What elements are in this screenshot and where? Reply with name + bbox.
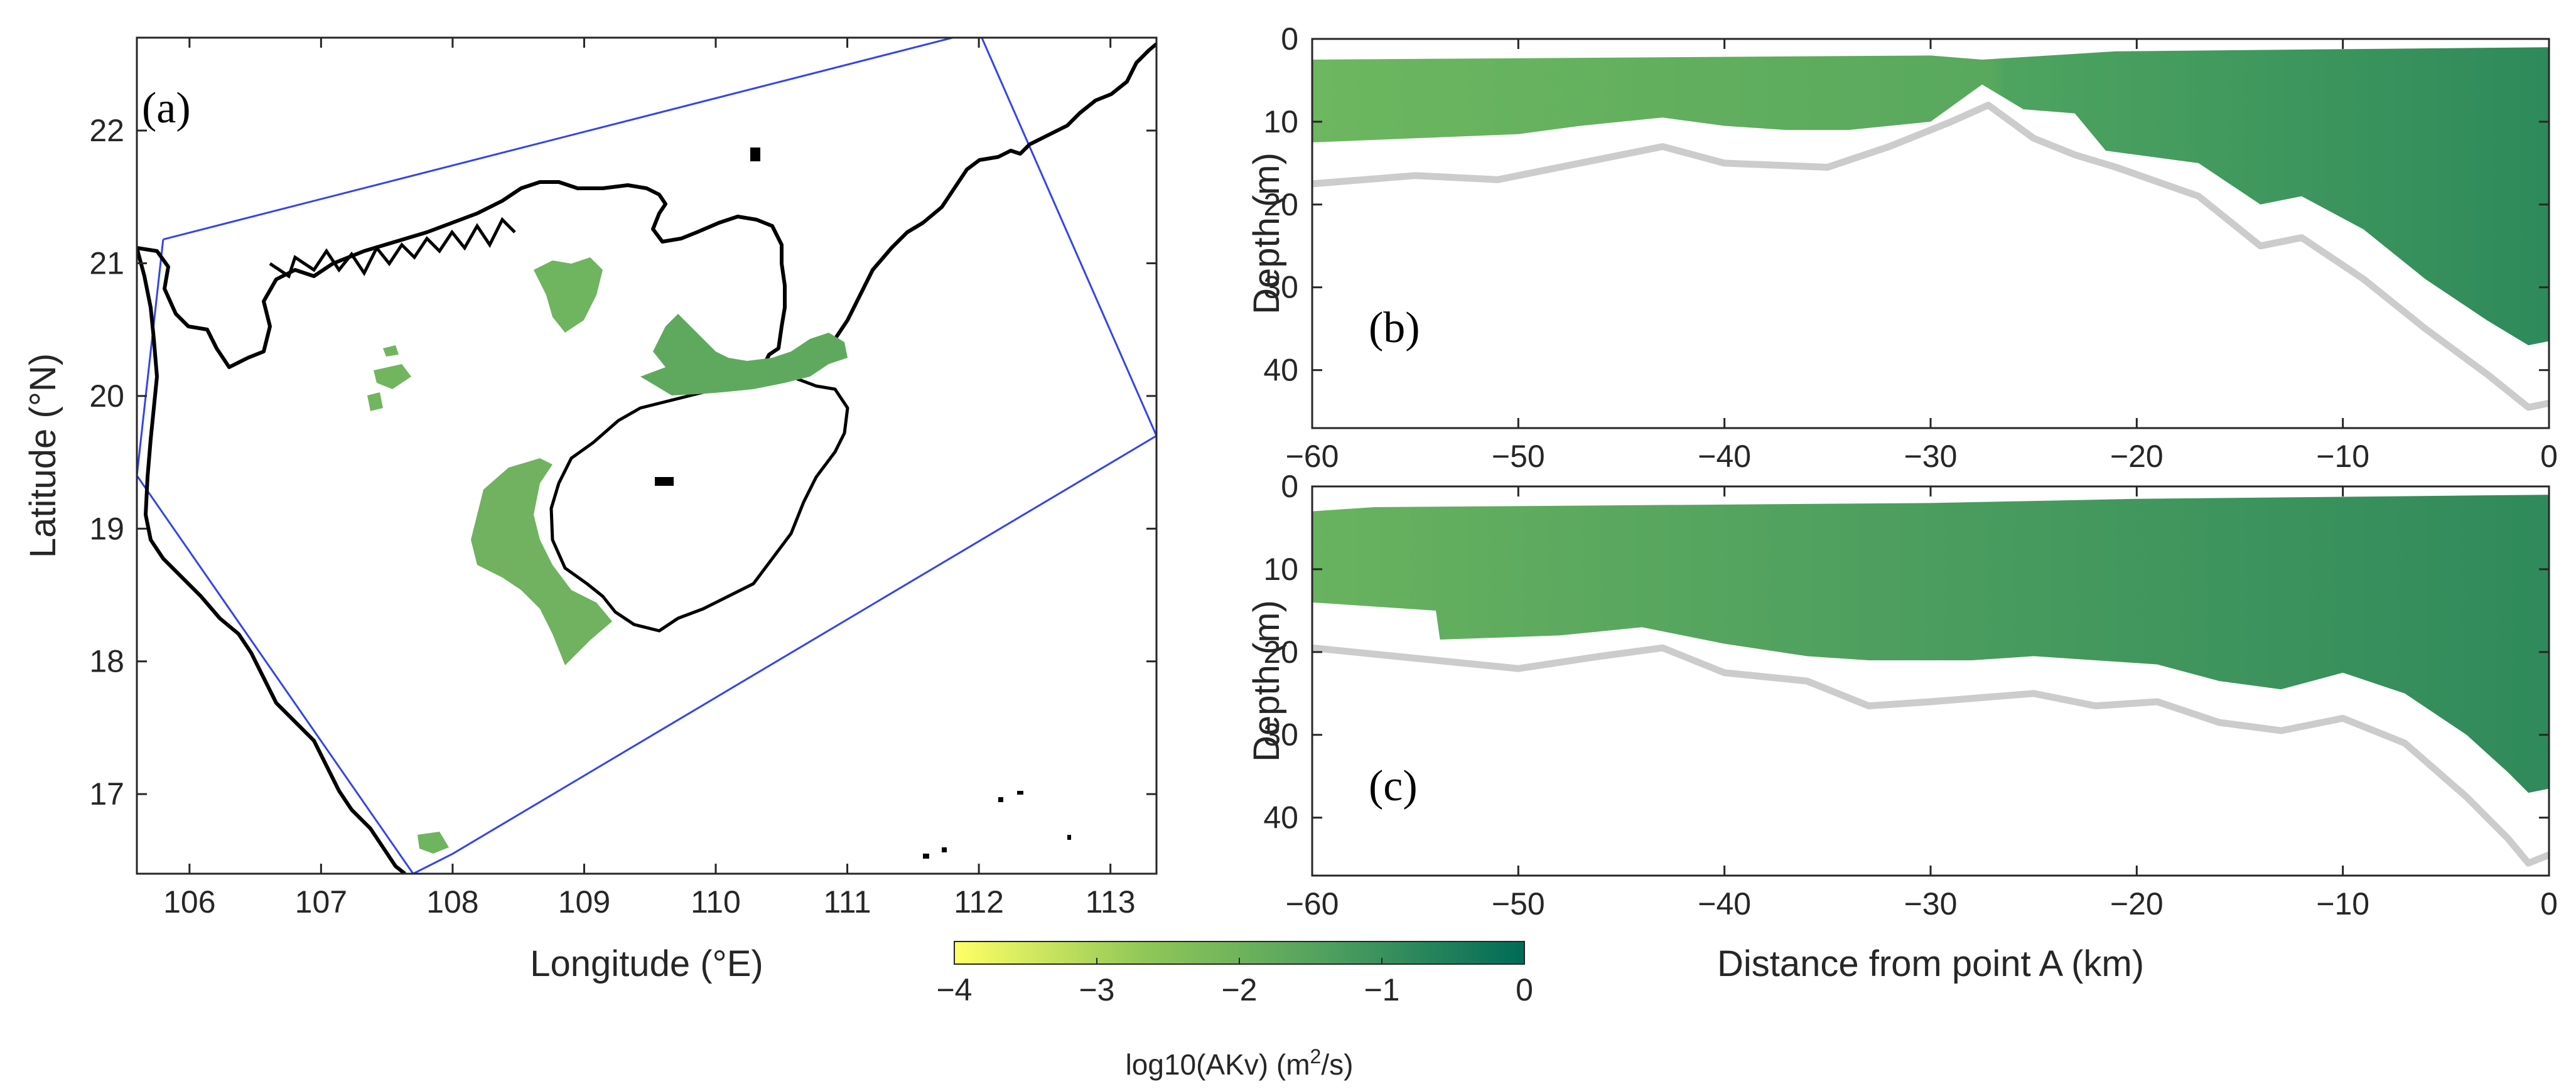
model-domain-outline	[137, 38, 1156, 874]
section-y-tick-label: 40	[1263, 353, 1298, 388]
map-x-axis-label: Longitude (°E)	[530, 943, 763, 984]
section-x-tick-label: −10	[2316, 439, 2369, 474]
akv-region-south	[418, 832, 449, 854]
section-x-tick-label: −60	[1286, 439, 1339, 474]
map-x-tick-label: 111	[824, 884, 871, 920]
map-x-tick-label: 109	[558, 884, 610, 920]
panel-label-b: (b)	[1369, 304, 1420, 352]
map-axes-box	[136, 36, 1158, 875]
section-y-tick-label: 0	[1281, 469, 1298, 504]
islands	[655, 148, 1071, 859]
map-x-tick-label: 113	[1086, 884, 1136, 920]
map-x-tick-label: 107	[295, 884, 347, 920]
colorbar-tick-label: −1	[1364, 972, 1399, 1007]
vietnam-coastline	[137, 247, 406, 874]
colorbar-tick-label: −2	[1221, 972, 1257, 1007]
akv-region-small-1	[374, 364, 411, 389]
map-y-tick-label: 19	[89, 511, 124, 546]
section-y-tick-label: 10	[1263, 552, 1298, 587]
section-x-tick-label: 0	[2540, 439, 2558, 474]
panel-label-c: (c)	[1369, 762, 1418, 810]
akv-region-small-3	[383, 345, 399, 357]
akv-region-small-2	[367, 392, 383, 411]
map-y-tick-label: 17	[89, 776, 124, 812]
colorbar-tick-label: −4	[936, 972, 972, 1007]
section-x-tick-label: −10	[2316, 886, 2369, 921]
section-c-y-axis-label: Depth (m)	[1246, 600, 1287, 762]
section-x-tick-label: −50	[1492, 439, 1545, 474]
section-x-tick-label: −20	[2110, 886, 2164, 921]
colorbar-gradient	[954, 941, 1525, 965]
map-y-tick-label: 22	[89, 113, 124, 148]
colorbar-tick-label: 0	[1516, 972, 1533, 1007]
map-panel: 106 107 108 109 110 111 112 113 17 18 19 20 21 22 (a)…	[23, 36, 1158, 984]
section-c-x-axis-label: Distance from point A (km)	[1717, 943, 2144, 984]
colorbar-tick-label: −3	[1079, 972, 1114, 1007]
section-panel-c: −60 −50 −40 −30 −20 −10 0 0 10 20 30 40 (c) Depth (…	[1246, 469, 2558, 984]
akv-region-north	[534, 257, 603, 333]
section-y-tick-label: 30	[1263, 717, 1298, 753]
section-c-ticks: −60 −50 −40 −30 −20 −10 0 0 10 20 30 40	[1263, 469, 2558, 921]
map-y-tick-label: 18	[89, 644, 124, 679]
seabed-line-b	[1312, 102, 2550, 411]
mainland-coastline	[137, 42, 1156, 382]
seabed-line-c	[1312, 644, 2551, 867]
map-ticks: 106 107 108 109 110 111 112 113 17 18 19 20 21 22	[89, 38, 1156, 920]
akv-region-west-hainan	[471, 458, 612, 665]
section-x-tick-label: −60	[1286, 886, 1339, 921]
hainan-coastline	[549, 375, 849, 633]
section-b-y-axis-label: Depth (m)	[1246, 153, 1287, 314]
colorbar-label: log10(AKv) (m2/s)	[1126, 1045, 1354, 1081]
map-x-tick-label: 106	[163, 884, 215, 920]
section-y-tick-label: 0	[1281, 21, 1298, 56]
section-y-tick-label: 20	[1263, 635, 1298, 670]
colorbar: −4 −3 −2 −1 0 log10(AKv) (m2/s)	[936, 941, 1533, 1081]
section-x-tick-label: 0	[2540, 886, 2558, 921]
section-y-tick-label: 10	[1263, 104, 1298, 139]
panel-label-a: (a)	[142, 84, 191, 132]
section-y-tick-label: 40	[1263, 800, 1298, 835]
akv-section-fill-c	[1312, 495, 2549, 793]
section-y-tick-label: 20	[1263, 187, 1298, 222]
section-x-tick-label: −50	[1492, 886, 1545, 921]
map-y-tick-label: 20	[89, 378, 124, 414]
section-b-ticks: −60 −50 −40 −30 −20 −10 0 0 10 20 30 40	[1263, 21, 2558, 474]
section-x-tick-label: −40	[1698, 439, 1751, 474]
map-y-tick-label: 21	[89, 245, 124, 281]
akv-region-qiongzhou-strait	[640, 314, 848, 395]
section-panel-b: −60 −50 −40 −30 −20 −10 0 0 10 20 30 40 (b) Depth (…	[1246, 21, 2558, 474]
map-x-tick-label: 108	[426, 884, 478, 920]
section-x-tick-label: −30	[1904, 886, 1958, 921]
guangxi-coastline	[269, 217, 516, 279]
akv-section-fill-b	[1312, 47, 2549, 346]
section-x-tick-label: −40	[1698, 886, 1751, 921]
map-x-tick-label: 110	[691, 884, 741, 920]
section-x-tick-label: −30	[1904, 439, 1958, 474]
map-x-tick-label: 112	[954, 884, 1004, 920]
colorbar-ticks: −4 −3 −2 −1 0	[936, 958, 1533, 1007]
section-y-tick-label: 30	[1263, 270, 1298, 305]
section-x-tick-label: −20	[2110, 439, 2164, 474]
map-y-axis-label: Latitude (°N)	[23, 353, 63, 558]
